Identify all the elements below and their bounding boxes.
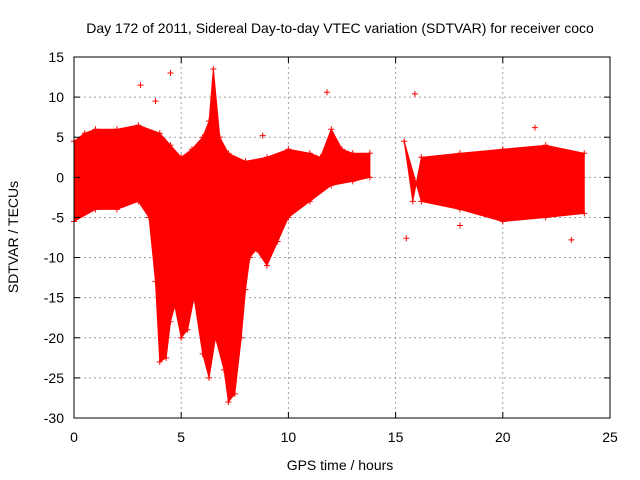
post-gap-point (581, 210, 588, 217)
lower-envelope-point (156, 358, 163, 365)
post-gap-point (581, 150, 588, 157)
y-tick-label: 5 (56, 129, 64, 145)
lower-envelope-point (274, 238, 281, 245)
x-tick-label: 10 (281, 429, 297, 445)
upper-envelope-point (306, 150, 313, 157)
lower-envelope-point (167, 318, 174, 325)
lower-envelope-point (221, 366, 228, 373)
lower-envelope-point (225, 398, 232, 405)
upper-envelope-point (206, 118, 213, 125)
upper-envelope-point (156, 130, 163, 137)
outlier-point (568, 236, 575, 243)
y-tick-label: -25 (44, 370, 64, 386)
x-tick-label: 25 (602, 429, 618, 445)
lower-envelope-point (349, 178, 356, 185)
lower-envelope-point (184, 326, 191, 333)
upper-envelope-point (263, 154, 270, 161)
upper-envelope-point (81, 130, 88, 137)
upper-envelope-point (285, 146, 292, 153)
outlier-point (456, 222, 463, 229)
lower-envelope-point (135, 198, 142, 205)
y-tick-label: -15 (44, 290, 64, 306)
outlier-point (323, 89, 330, 96)
y-tick-label: -20 (44, 330, 64, 346)
chart-title: Day 172 of 2011, Sidereal Day-to-day VTE… (86, 20, 594, 36)
lower-envelope-point (152, 278, 159, 285)
upper-envelope-point (178, 154, 185, 161)
y-tick-label: 10 (48, 89, 64, 105)
upper-envelope-point (317, 154, 324, 161)
lower-envelope-point (171, 302, 178, 309)
lower-envelope-point (113, 206, 120, 213)
upper-envelope-point (210, 66, 217, 73)
main-data-band (73, 68, 371, 404)
upper-envelope-point (167, 142, 174, 149)
lower-envelope-point (178, 334, 185, 341)
post-gap-point (499, 218, 506, 225)
outlier-point (259, 132, 266, 139)
lower-envelope-point (146, 214, 153, 221)
lower-envelope-point (246, 254, 253, 261)
lower-envelope-point (366, 174, 373, 181)
plot-frame (73, 56, 611, 419)
lower-envelope-point (263, 262, 270, 269)
lower-envelope-point (231, 390, 238, 397)
upper-envelope-point (216, 134, 223, 141)
outlier-point (531, 124, 538, 131)
y-tick-label: -30 (44, 410, 64, 426)
post-gap-point (542, 142, 549, 149)
upper-envelope-point (242, 158, 249, 165)
x-tick-label: 5 (177, 429, 185, 445)
y-tick-label: -10 (44, 250, 64, 266)
lower-envelope-point (238, 334, 245, 341)
lower-envelope-point (306, 198, 313, 205)
upper-envelope-point (366, 150, 373, 157)
lower-envelope-point (92, 206, 99, 213)
lower-envelope-point (242, 286, 249, 293)
lower-envelope-point (163, 354, 170, 361)
upper-envelope-point (199, 134, 206, 141)
post-gap-point (418, 154, 425, 161)
outlier-point (137, 82, 144, 89)
lower-envelope-point (191, 294, 198, 301)
x-tick-label: 15 (388, 429, 404, 445)
x-axis-label: GPS time / hours (287, 457, 394, 473)
lower-envelope-point (253, 246, 260, 253)
lower-envelope-point (212, 334, 219, 341)
outlier-point (403, 235, 410, 242)
post-gap-point (401, 138, 408, 145)
y-axis-label: SDTVAR / TECUs (5, 181, 21, 293)
y-tick-label: 0 (56, 169, 64, 185)
upper-envelope-point (135, 122, 142, 129)
upper-envelope-point (349, 150, 356, 157)
upper-envelope-point (339, 146, 345, 153)
upper-envelope-point (225, 150, 232, 157)
upper-envelope-point (113, 126, 120, 133)
outlier-point (411, 90, 418, 97)
post-gap-point (418, 198, 425, 205)
x-tick-label: 0 (70, 429, 78, 445)
y-tick-label: 15 (48, 49, 64, 65)
upper-envelope-point (92, 126, 99, 133)
lower-envelope-point (206, 374, 213, 381)
post-gap-point (456, 206, 463, 213)
outlier-point (167, 70, 174, 77)
post-gap-point (409, 198, 416, 205)
outlier-point (152, 98, 159, 105)
lower-envelope-point (285, 214, 292, 221)
post-gap-point (542, 214, 549, 221)
post-gap-point (456, 150, 463, 157)
upper-envelope-point (328, 126, 335, 133)
lower-envelope-point (199, 350, 206, 357)
upper-envelope-point (188, 146, 195, 153)
lower-envelope-point (328, 182, 335, 189)
post-gap-point (499, 146, 506, 153)
x-tick-label: 20 (495, 429, 511, 445)
y-tick-label: -5 (52, 209, 65, 225)
axis-ticks: 0 5 10 15 20 25 15 10 5 0 -5 -10 -15 -20 -25 -30 (44, 49, 618, 445)
